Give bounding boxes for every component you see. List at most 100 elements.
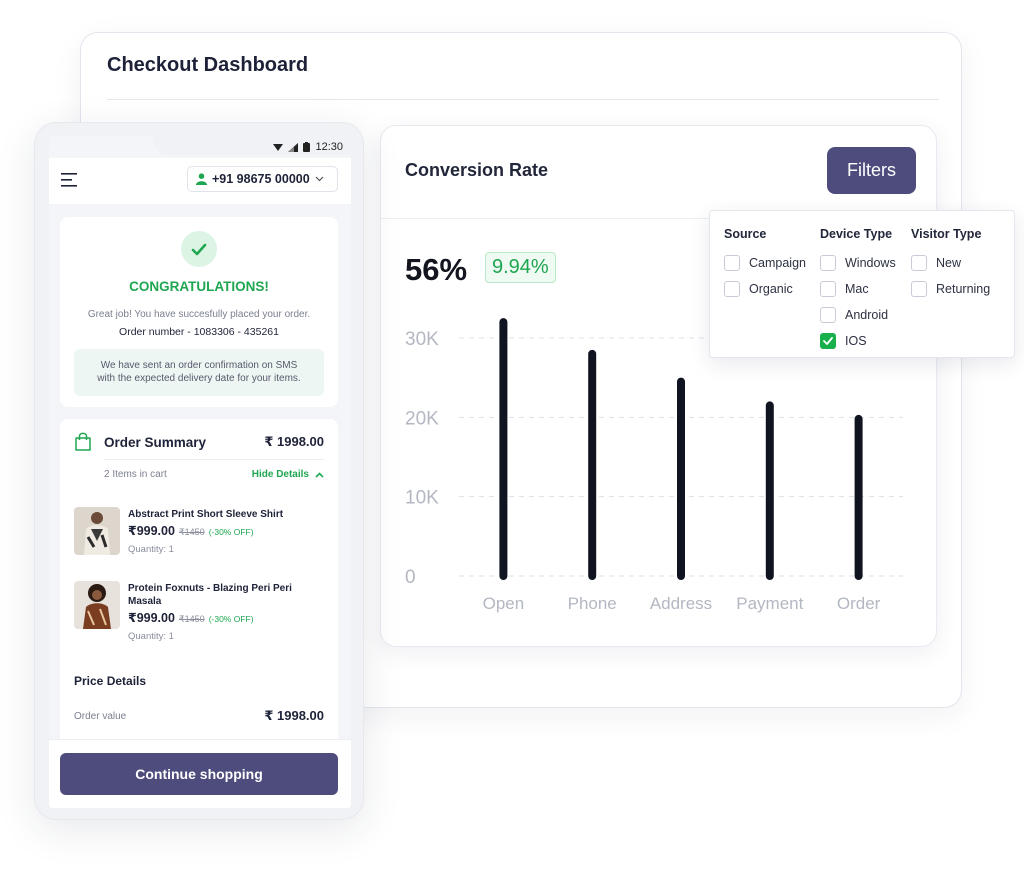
product-quantity: Quantity: 1	[128, 544, 174, 555]
filter-option[interactable]: Mac	[820, 276, 896, 302]
price-row: ₹999.00 ₹1450 (-30% OFF)	[128, 610, 254, 625]
y-tick-label: 30K	[405, 329, 439, 350]
filter-option-label: New	[936, 256, 962, 270]
product-image-foxnuts	[74, 581, 120, 629]
status-bar: 12:30	[273, 141, 343, 153]
divider	[104, 459, 324, 460]
product-name: Abstract Print Short Sleeve Shirt	[128, 509, 284, 520]
y-tick-label: 20K	[405, 408, 439, 429]
continue-shopping-button[interactable]: Continue shopping	[60, 753, 338, 795]
x-tick-label: Open	[483, 594, 525, 613]
x-tick-label: Payment	[736, 594, 803, 613]
divider	[381, 218, 936, 219]
product-original-price: ₹1450	[178, 614, 205, 624]
chevron-up-icon	[315, 471, 324, 478]
conversion-bar-chart: 0 10K 20K 30K Open Phone Address Payment Order	[405, 318, 903, 613]
phone-notch	[153, 136, 351, 155]
product-name: Protein Foxnuts - Blazing Peri Peri Masa…	[128, 583, 292, 607]
conversion-rate-card: Conversion Rate Filters 56% 9.94% 0 10K 20…	[380, 125, 937, 647]
divider	[107, 99, 939, 100]
filter-option[interactable]: Android	[820, 302, 896, 328]
battery-icon	[303, 142, 311, 152]
filter-group: Source Campaign Organic	[724, 227, 806, 302]
filter-option-label: Windows	[845, 256, 896, 270]
chevron-down-icon	[315, 176, 324, 182]
phone-mockup: 12:30 +91 98675 00000	[34, 122, 364, 820]
checkbox[interactable]	[820, 281, 836, 297]
phone-screen: 12:30 +91 98675 00000	[49, 136, 351, 808]
menu-icon[interactable]	[61, 172, 79, 188]
y-tick-label: 10K	[405, 488, 439, 509]
product-image-shirt	[74, 507, 120, 555]
filters-popup: Source Campaign Organic Device Type Windows M…	[709, 210, 1015, 358]
x-tick-label: Order	[837, 594, 881, 613]
order-value-label: Order value	[74, 711, 127, 722]
order-number: Order number - 1083306 - 435261	[119, 326, 279, 338]
filter-option[interactable]: Returning	[911, 276, 990, 302]
checkbox[interactable]	[911, 281, 927, 297]
checkbox[interactable]	[820, 255, 836, 271]
filter-option[interactable]: IOS	[820, 328, 896, 354]
order-summary-total: ₹ 1998.00	[264, 434, 324, 449]
hide-details-link[interactable]: Hide Details	[252, 469, 324, 480]
price-details-title: Price Details	[74, 674, 147, 688]
filter-option-label: Campaign	[749, 256, 806, 270]
sms-note-line: We have sent an order confirmation on SM…	[100, 360, 298, 371]
checkbox[interactable]	[724, 281, 740, 297]
hide-details-label: Hide Details	[251, 469, 309, 480]
checkbox[interactable]	[724, 255, 740, 271]
cart-item[interactable]: Protein Foxnuts - Blazing Peri Peri Masa…	[74, 581, 324, 651]
items-count: 2 Items in cart	[104, 469, 167, 480]
filters-button[interactable]: Filters	[827, 147, 916, 194]
order-confirmation-card: CONGRATULATIONS! Great job! You have suc…	[60, 217, 338, 407]
product-quantity: Quantity: 1	[128, 631, 174, 642]
filter-option-label: Returning	[936, 282, 991, 296]
price-row: ₹999.00 ₹1450 (-30% OFF)	[128, 523, 254, 538]
discount-label: (-30% OFF)	[208, 527, 254, 537]
order-value: ₹ 1998.00	[264, 708, 324, 723]
filter-group-title: Source	[724, 227, 767, 241]
phone-number-dropdown[interactable]: +91 98675 00000	[187, 166, 338, 192]
app-topbar: +91 98675 00000	[49, 158, 351, 204]
filter-group: Visitor Type New Returning	[911, 227, 990, 302]
congrats-title: CONGRATULATIONS!	[129, 279, 269, 294]
checkbox[interactable]	[911, 255, 927, 271]
product-price: ₹999.00	[128, 524, 175, 538]
filter-option-label: Mac	[845, 282, 869, 296]
conversion-rate-title: Conversion Rate	[405, 160, 549, 180]
bottom-action-bar: Continue shopping	[49, 739, 351, 808]
conversion-rate-value: 56%	[405, 252, 468, 287]
order-summary-title: Order Summary	[104, 435, 207, 450]
congrats-message: Great job! You have succesfully placed y…	[87, 309, 311, 320]
filter-option-label: Organic	[749, 282, 793, 296]
success-check-icon	[181, 231, 217, 267]
filter-group-title: Visitor Type	[911, 227, 982, 241]
page-title: Checkout Dashboard	[107, 54, 309, 76]
discount-label: (-30% OFF)	[208, 614, 254, 624]
filter-option-label: Android	[845, 308, 889, 322]
status-time: 12:30	[315, 141, 343, 153]
filter-option[interactable]: Windows	[820, 250, 896, 276]
filter-option[interactable]: Organic	[724, 276, 806, 302]
filter-option[interactable]: Campaign	[724, 250, 806, 276]
x-tick-label: Address	[650, 594, 712, 613]
wifi-icon	[273, 143, 284, 151]
filter-option[interactable]: New	[911, 250, 990, 276]
sms-confirmation-note: We have sent an order confirmation on SM…	[74, 349, 324, 396]
x-tick-label: Phone	[568, 594, 617, 613]
sms-note-line: with the expected delivery date for your…	[97, 373, 301, 384]
phone-number: +91 98675 00000	[212, 172, 310, 186]
filter-group-title: Device Type	[820, 227, 893, 241]
user-icon	[196, 173, 207, 185]
rate-change-badge: 9.94%	[485, 252, 556, 283]
checkbox[interactable]	[820, 307, 836, 323]
product-original-price: ₹1450	[178, 527, 205, 537]
filter-option-label: IOS	[845, 334, 867, 348]
signal-icon	[288, 142, 299, 152]
cart-item[interactable]: Abstract Print Short Sleeve Shirt ₹999.0…	[74, 507, 324, 577]
filter-group: Device Type Windows Mac Android IOS	[820, 227, 896, 354]
y-tick-label: 0	[405, 567, 416, 588]
checkbox-checked[interactable]	[820, 333, 836, 349]
shopping-bag-icon	[75, 432, 91, 451]
product-price: ₹999.00	[128, 611, 175, 625]
